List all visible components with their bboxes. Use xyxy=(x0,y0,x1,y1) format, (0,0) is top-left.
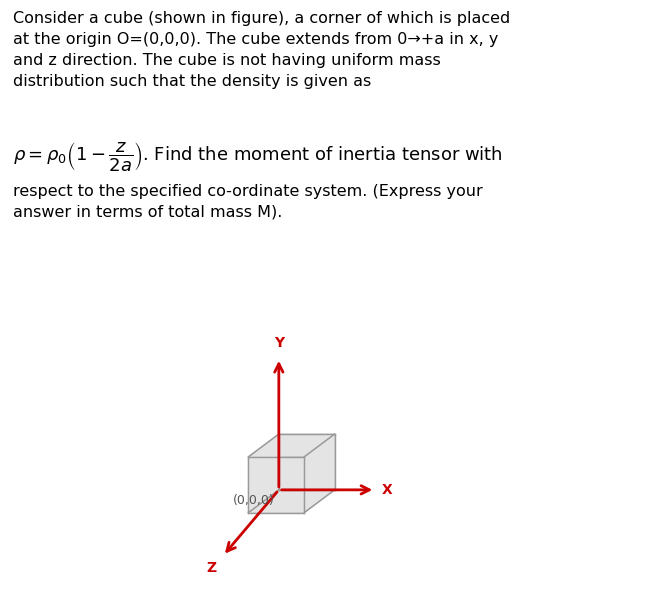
Text: X: X xyxy=(382,483,393,497)
Polygon shape xyxy=(249,457,304,513)
Polygon shape xyxy=(249,434,279,513)
Polygon shape xyxy=(249,490,335,513)
Text: respect to the specified co-ordinate system. (Express your
answer in terms of to: respect to the specified co-ordinate sys… xyxy=(13,184,483,220)
Polygon shape xyxy=(249,434,335,457)
Text: (0,0,0): (0,0,0) xyxy=(233,493,275,507)
Text: Y: Y xyxy=(274,336,284,350)
Text: Consider a cube (shown in figure), a corner of which is placed
at the origin O=(: Consider a cube (shown in figure), a cor… xyxy=(13,10,510,89)
Text: Z: Z xyxy=(206,561,217,575)
Text: $\rho = \rho_0\left(1 - \dfrac{z}{2a}\right)$. Find the moment of inertia tensor: $\rho = \rho_0\left(1 - \dfrac{z}{2a}\ri… xyxy=(13,140,503,173)
Polygon shape xyxy=(279,434,335,490)
Polygon shape xyxy=(304,434,335,513)
